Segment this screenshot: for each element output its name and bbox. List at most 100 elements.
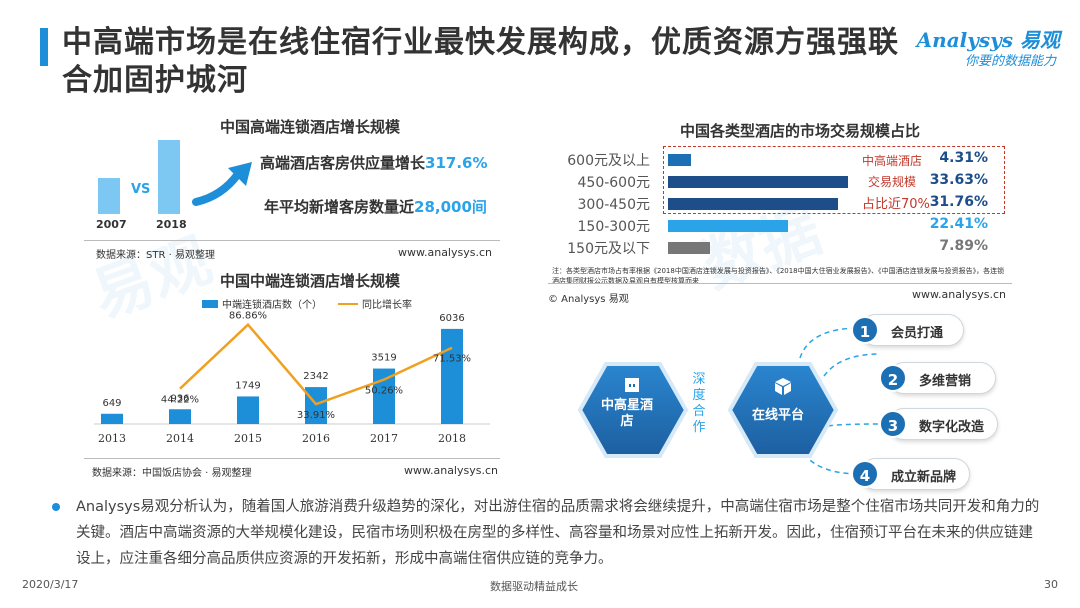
diagram-item-1: 1 会员打通 — [851, 314, 964, 346]
divider — [548, 283, 1012, 284]
line-label-2017: 50.26% — [365, 386, 403, 397]
left-hexagon — [577, 362, 689, 458]
hbar-1 — [668, 176, 848, 188]
hbar-2 — [668, 198, 838, 210]
bar-label-2016: 2342 — [303, 371, 328, 382]
chart1-title: 中国高端连锁酒店增长规模 — [219, 118, 400, 136]
chart1-year-2018: 2018 — [156, 218, 187, 231]
logo-brand: Analysys 易观 — [916, 28, 1060, 52]
hbar-value-3: 22.41% — [929, 216, 988, 232]
item-label: 多维营销 — [919, 374, 972, 389]
hbar-value-0: 4.31% — [939, 150, 988, 166]
number-badge: 3 — [879, 410, 907, 438]
vs-label: VS — [131, 182, 151, 197]
chart1-year-2007: 2007 — [96, 218, 127, 231]
chart1-bar-2007 — [98, 178, 120, 214]
hbar-value-2: 31.76% — [929, 194, 988, 210]
chart3-note: 注：各类型酒店市场占有率根据《2018中国酒店连锁发展与投资报告》、《2018中… — [552, 267, 1005, 285]
legend-label-bars: 中端连锁酒店数（个） — [222, 298, 322, 311]
cooperation-label: 深度合作 — [692, 372, 706, 435]
brand-logo: Analysys 易观 你要的数据能力 — [916, 24, 1060, 74]
diagram-item-2: 2 多维营销 — [879, 362, 996, 394]
box-icon — [775, 378, 791, 395]
bar-label-2013: 649 — [102, 398, 121, 409]
row-label-1: 450-600元 — [577, 175, 651, 191]
highlight-line-2: 交易规模 — [868, 175, 917, 189]
hbar-3 — [668, 220, 788, 232]
line-label-2014: 44.22% — [161, 395, 199, 406]
row-label-2: 300-450元 — [577, 197, 651, 213]
item-label: 成立新品牌 — [891, 470, 957, 485]
growth-rate-line — [179, 322, 453, 406]
hbar-value-4: 7.89% — [939, 238, 988, 254]
stat1-label: 高端酒店客房供应量增长 — [260, 154, 426, 172]
hbar-value-1: 33.63% — [929, 172, 988, 188]
highlight-line-1: 中高端酒店 — [862, 154, 923, 168]
bullet-dot — [52, 503, 60, 511]
row-label-4: 150元及以下 — [567, 241, 650, 257]
highlight-line-3: 占比近70% — [862, 197, 930, 212]
chart1-stat-growth: 高端酒店客房供应量增长317.6% — [260, 152, 488, 173]
line-label-2016: 33.91% — [297, 410, 335, 421]
chart2-source: 数据来源：中国饭店协会 · 易观整理 — [92, 468, 252, 479]
row-label-0: 600元及以上 — [567, 153, 650, 169]
bar-2013 — [101, 413, 123, 424]
item-label: 数字化改造 — [919, 420, 985, 435]
chart1-stat-rooms: 年平均新增客房数量近28,000间 — [264, 196, 487, 217]
chart2-title: 中国中端连锁酒店增长规模 — [219, 272, 400, 290]
chart2-svg: 中端连锁酒店数（个） 同比增长率 649 2013 936 2014 1749 2015 234… — [94, 298, 490, 445]
stat2-label: 年平均新增客房数量近 — [264, 198, 415, 216]
number-badge: 4 — [851, 460, 879, 488]
chart3-copyright: © Analysys 易观 — [548, 294, 629, 305]
chart3-url: www.analysys.cn — [912, 288, 1006, 301]
divider — [84, 240, 500, 241]
page-title: 中高端市场是在线住宿行业最快发展构成，优质资源方强强联合加固护城河 — [62, 25, 899, 98]
line-label-2015: 86.86% — [229, 311, 267, 322]
bar-label-2014: 936 — [170, 393, 189, 404]
stat1-value: 317.6% — [425, 154, 488, 172]
analysis-paragraph: Analysys易观分析认为，随着国人旅游消费升级趋势的深化，对出游住宿的品质需… — [76, 499, 1040, 567]
chart1-source: 数据来源：STR · 易观整理 — [96, 250, 215, 261]
building-icon — [625, 378, 639, 392]
footer-center: 数据驱动精益成长 — [490, 580, 578, 593]
row-label-3: 150-300元 — [577, 219, 651, 235]
number-badge: 1 — [851, 316, 879, 344]
bar-label-2015: 1749 — [235, 380, 260, 391]
cooperation-diagram — [577, 327, 881, 475]
growth-arrow-icon — [192, 162, 252, 206]
x-tick-2013: 2013 — [98, 432, 126, 445]
chart3-title: 中国各类型酒店的市场交易规模占比 — [679, 122, 920, 140]
diagram-item-3: 3 数字化改造 — [879, 408, 998, 440]
legend-swatch-bars — [202, 300, 218, 308]
left-node-label: 中高星酒店 — [600, 398, 653, 429]
title-accent-bar — [40, 28, 48, 66]
logo-slogan: 你要的数据能力 — [964, 54, 1056, 69]
number-badge: 2 — [879, 364, 907, 392]
x-tick-2018: 2018 — [438, 432, 466, 445]
highlight-box — [663, 146, 1005, 214]
legend-label-line: 同比增长率 — [362, 298, 412, 311]
stat2-value: 28,000间 — [414, 198, 487, 216]
bar-2014 — [169, 409, 191, 424]
right-hexagon — [727, 362, 839, 458]
x-tick-2017: 2017 — [370, 432, 398, 445]
x-tick-2016: 2016 — [302, 432, 330, 445]
bar-label-2017: 3519 — [371, 353, 396, 364]
hbar-4 — [668, 242, 711, 254]
divider — [84, 458, 500, 459]
diagram-item-4: 4 成立新品牌 — [851, 458, 970, 490]
chart2-url: www.analysys.cn — [404, 464, 498, 477]
line-label-2018: 71.53% — [433, 354, 471, 365]
page-number: 30 — [1044, 578, 1058, 591]
x-tick-2014: 2014 — [166, 432, 194, 445]
bar-2018 — [441, 328, 463, 424]
footer-date: 2020/3/17 — [22, 578, 79, 591]
x-tick-2015: 2015 — [234, 432, 262, 445]
hbar-0 — [668, 154, 692, 166]
chart1-bar-2018 — [158, 140, 180, 214]
chart1-url: www.analysys.cn — [398, 246, 492, 259]
bar-2015 — [237, 396, 259, 424]
bar-label-2018: 6036 — [439, 313, 464, 324]
item-label: 会员打通 — [891, 326, 944, 341]
right-node-label: 在线平台 — [751, 408, 804, 423]
